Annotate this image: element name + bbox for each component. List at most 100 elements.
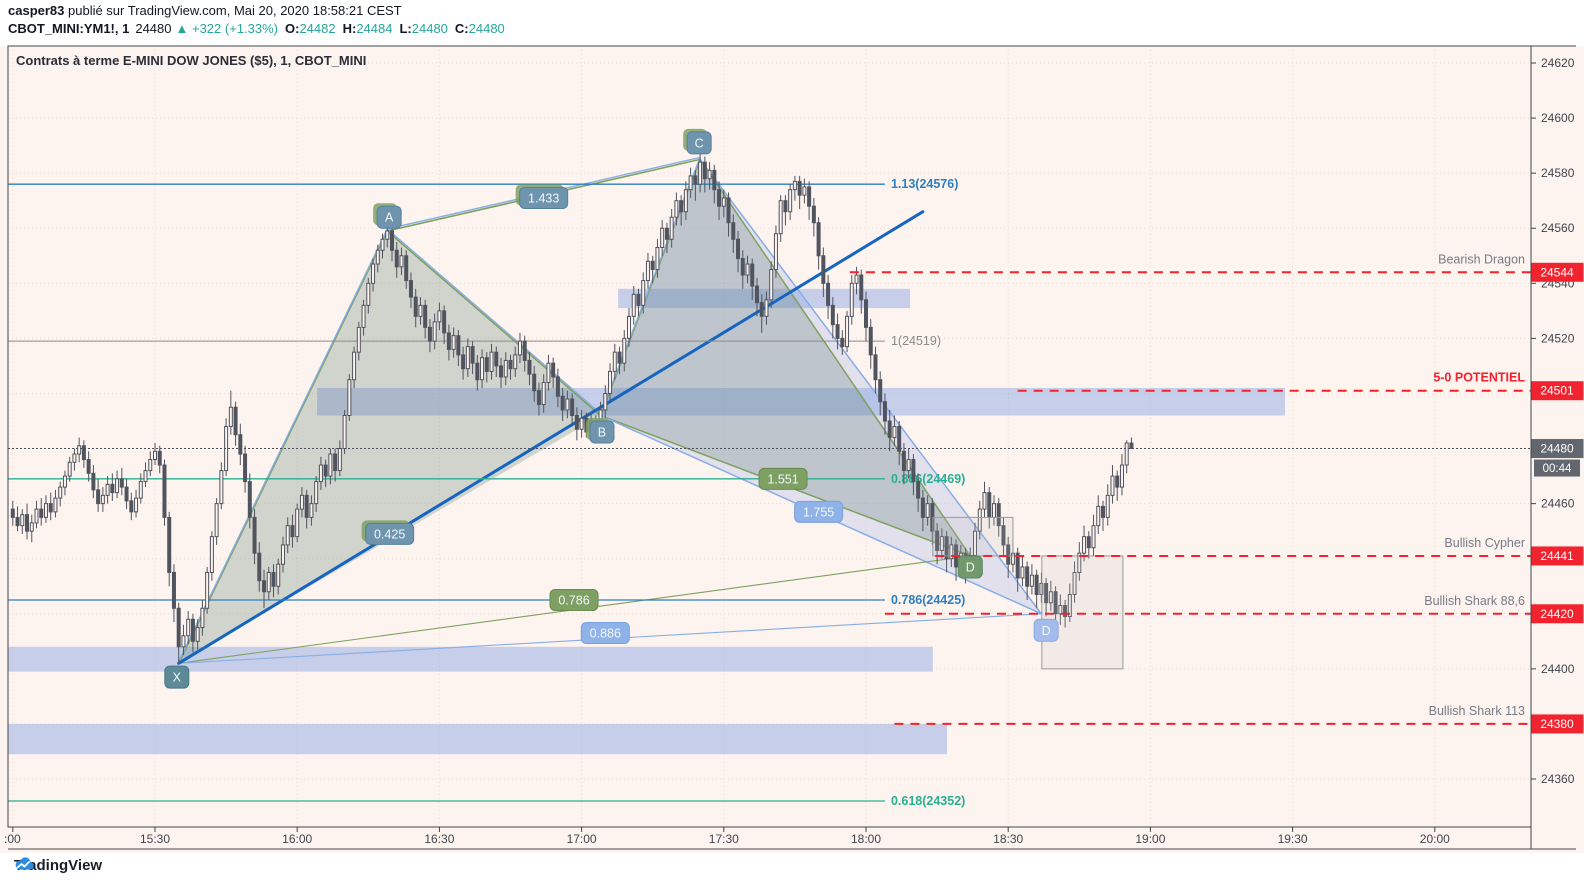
svg-text:24420: 24420 — [1540, 607, 1574, 621]
svg-text:16:30: 16:30 — [424, 832, 454, 846]
svg-text:17:00: 17:00 — [567, 832, 597, 846]
svg-text:Bullish Shark 88,6: Bullish Shark 88,6 — [1424, 594, 1525, 608]
svg-text:24360: 24360 — [1541, 772, 1575, 786]
svg-text:0.886(24469): 0.886(24469) — [891, 472, 965, 486]
publication-header: casper83 publié sur TradingView.com, Mai… — [8, 2, 1408, 38]
svg-text:24441: 24441 — [1540, 549, 1574, 563]
fib-levels-layer: 1.13(24576) 1(24519) 0.886(24469) 0.786(244… — [8, 177, 965, 808]
pattern-label-a[interactable]: A — [373, 203, 402, 229]
svg-text:19:30: 19:30 — [1278, 832, 1308, 846]
pattern-label-b[interactable]: B — [585, 418, 615, 444]
symbol-title: CBOT_MINI:YM1!, 1 — [8, 21, 130, 36]
price-tag-alert: 24544 — [1531, 262, 1584, 282]
tradingview-brand-text[interactable]: TradingView — [14, 857, 103, 874]
low-label: L: — [399, 21, 412, 36]
svg-text:1.433: 1.433 — [528, 191, 559, 205]
pattern-label-d[interactable]: D — [957, 555, 983, 579]
pattern-label-0.425[interactable]: 0.425 — [361, 520, 415, 545]
pattern-labels-layer: 1.433 0.425 1.551 1.755 0.786 0.886 A B C X D D — [164, 128, 1059, 689]
svg-text:0.786: 0.786 — [558, 594, 589, 608]
pattern-label-1.433[interactable]: 1.433 — [515, 184, 569, 209]
svg-text:24380: 24380 — [1540, 717, 1574, 731]
svg-text:15:30: 15:30 — [140, 832, 170, 846]
svg-text:1.755: 1.755 — [803, 505, 834, 519]
svg-text:18:00: 18:00 — [851, 832, 881, 846]
svg-text:0.886: 0.886 — [590, 627, 621, 641]
svg-text:20:00: 20:00 — [1420, 832, 1450, 846]
pattern-label-c[interactable]: C — [683, 128, 712, 155]
pattern-label-1.551[interactable]: 1.551 — [758, 467, 808, 490]
price-tag-alert: 24380 — [1531, 714, 1584, 734]
svg-text:0.618(24352): 0.618(24352) — [891, 794, 965, 808]
svg-text:0.425: 0.425 — [374, 527, 405, 541]
svg-text::00: :00 — [4, 832, 21, 846]
pattern-label-0.886[interactable]: 0.886 — [580, 622, 630, 645]
svg-text:24501: 24501 — [1540, 384, 1574, 398]
pattern-label-1.755[interactable]: 1.755 — [794, 500, 844, 523]
svg-text:24580: 24580 — [1541, 166, 1575, 180]
svg-text:24600: 24600 — [1541, 111, 1575, 125]
svg-text:24620: 24620 — [1541, 56, 1575, 70]
close-label: C: — [454, 21, 469, 36]
svg-text:24460: 24460 — [1541, 497, 1575, 511]
svg-text:Bullish Shark 113: Bullish Shark 113 — [1429, 704, 1525, 718]
svg-text:D: D — [966, 560, 975, 574]
svg-text:24520: 24520 — [1541, 331, 1575, 345]
bar-countdown: 00:44 — [1534, 459, 1580, 477]
pattern-boxes-layer — [932, 516, 1124, 670]
svg-text:24544: 24544 — [1540, 265, 1574, 279]
svg-text:0.786(24425): 0.786(24425) — [891, 593, 965, 607]
svg-text:A: A — [385, 211, 394, 225]
author-name: casper83 — [8, 3, 65, 18]
candles-layer — [10, 145, 1134, 664]
zone-bands-layer — [8, 288, 1286, 755]
high-value: 24484 — [356, 21, 393, 36]
svg-text:16:00: 16:00 — [282, 832, 312, 846]
svg-text:B: B — [598, 426, 606, 440]
pattern-label-d[interactable]: D — [1033, 618, 1059, 642]
last-price: 24480 — [135, 21, 172, 36]
footer: TradingView — [14, 857, 102, 874]
chart-background — [0, 46, 1584, 853]
price-axis[interactable]: 2462024600245802456024540245202446024400… — [1531, 56, 1584, 786]
svg-text:Bearish Dragon: Bearish Dragon — [1438, 252, 1525, 266]
price-tag-alert: 24441 — [1531, 546, 1584, 566]
svg-text:D: D — [1042, 624, 1051, 638]
svg-text:1(24519): 1(24519) — [891, 334, 941, 348]
open-value: 24482 — [299, 21, 336, 36]
price-tag-alert: 24420 — [1531, 604, 1584, 624]
chart-frame — [7, 45, 1576, 850]
svg-text:1.13(24576): 1.13(24576) — [891, 177, 958, 191]
pattern-label-x[interactable]: X — [164, 665, 190, 689]
svg-text:Bullish Cypher: Bullish Cypher — [1444, 536, 1525, 550]
alert-levels-layer: Bearish Dragon 5-0 POTENTIEL Bullish Cyphe… — [849, 252, 1531, 725]
svg-text:00:44: 00:44 — [1543, 463, 1572, 475]
symbol-line: CBOT_MINI:YM1!, 1 24480 ▲ +322 (+1.33%) O:2… — [8, 20, 1408, 38]
svg-text:17:30: 17:30 — [709, 832, 739, 846]
publish-info: publié sur TradingView.com, Mai 20, 2020… — [64, 3, 402, 18]
price-change: ▲ +322 (+1.33%) — [175, 21, 278, 36]
price-tag-alert: 24501 — [1531, 381, 1584, 401]
pattern-label-0.786[interactable]: 0.786 — [549, 589, 599, 612]
time-axis[interactable]: :00 15:30 16:00 16:30 17:00 17:30 18:00 18:30 19… — [4, 827, 1450, 846]
svg-text:18:30: 18:30 — [993, 832, 1023, 846]
chart-legend-title: Contrats à terme E-MINI DOW JONES ($5), … — [16, 53, 367, 68]
close-value: 24480 — [468, 21, 505, 36]
price-tag-last: 24480 — [1531, 439, 1584, 459]
publication-line: casper83 publié sur TradingView.com, Mai… — [8, 2, 1408, 20]
high-label: H: — [342, 21, 357, 36]
low-value: 24480 — [411, 21, 448, 36]
svg-text:X: X — [173, 671, 182, 685]
svg-text:5-0 POTENTIEL: 5-0 POTENTIEL — [1433, 371, 1525, 385]
svg-text:19:00: 19:00 — [1135, 832, 1165, 846]
tradingview-logo-icon[interactable] — [14, 857, 36, 875]
svg-text:24480: 24480 — [1540, 442, 1574, 456]
open-label: O: — [284, 21, 300, 36]
svg-text:24400: 24400 — [1541, 662, 1575, 676]
svg-text:1.551: 1.551 — [767, 472, 798, 486]
svg-text:C: C — [695, 136, 704, 150]
svg-text:24560: 24560 — [1541, 221, 1575, 235]
